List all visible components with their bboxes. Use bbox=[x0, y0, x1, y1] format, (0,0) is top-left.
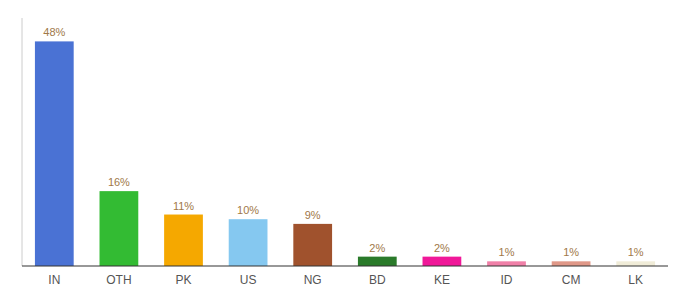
x-axis-line bbox=[22, 265, 668, 266]
chart: 48% 16% 11% 10% 9% 2% 2% 1% 1% 1% IN OTH PK US NG BD KE I… bbox=[0, 0, 680, 300]
bar bbox=[164, 215, 203, 266]
x-tick-label: LK bbox=[628, 273, 643, 287]
x-tick-label: ID bbox=[501, 273, 513, 287]
chart-container: 48% 16% 11% 10% 9% 2% 2% 1% 1% 1% IN OTH PK US NG BD KE I… bbox=[0, 0, 680, 300]
data-label: 9% bbox=[305, 209, 321, 221]
bar bbox=[229, 219, 268, 266]
bar bbox=[616, 261, 655, 266]
bar bbox=[552, 261, 591, 266]
bar bbox=[100, 191, 139, 266]
x-tick-label: KE bbox=[434, 273, 450, 287]
data-label: 1% bbox=[563, 246, 579, 258]
x-tick-label: PK bbox=[175, 273, 191, 287]
bar bbox=[423, 257, 462, 266]
x-tick-label: OTH bbox=[106, 273, 131, 287]
bars bbox=[35, 41, 655, 266]
y-axis-line bbox=[22, 18, 23, 266]
bar bbox=[358, 257, 397, 266]
x-tick-label: BD bbox=[369, 273, 386, 287]
bar bbox=[293, 224, 332, 266]
data-label: 2% bbox=[369, 242, 385, 254]
x-tick-label: IN bbox=[48, 273, 60, 287]
x-tick-label: CM bbox=[562, 273, 581, 287]
data-label: 1% bbox=[499, 246, 515, 258]
data-label: 16% bbox=[108, 176, 130, 188]
data-label: 10% bbox=[237, 204, 259, 216]
x-tick-label: NG bbox=[304, 273, 322, 287]
bar bbox=[487, 261, 526, 266]
data-label: 48% bbox=[43, 26, 65, 38]
data-label: 2% bbox=[434, 242, 450, 254]
bar bbox=[35, 41, 74, 266]
data-label: 1% bbox=[628, 246, 644, 258]
x-tick-label: US bbox=[240, 273, 257, 287]
data-label: 11% bbox=[173, 200, 194, 212]
